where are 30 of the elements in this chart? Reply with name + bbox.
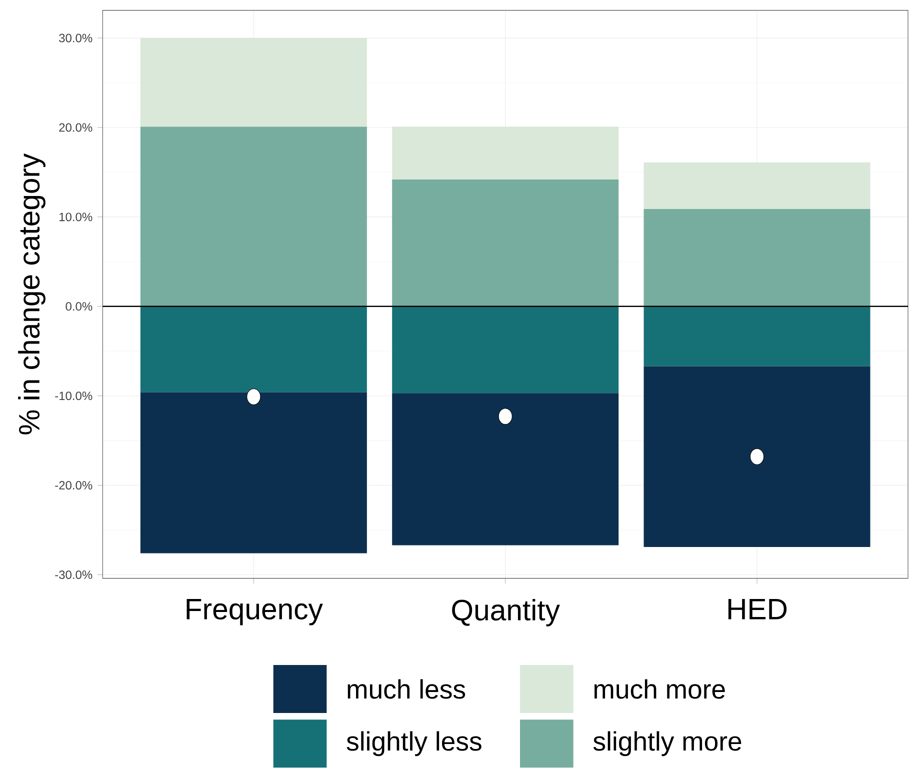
y-tick-label: -20.0% [55,481,92,490]
bar [644,306,870,366]
bar [140,392,367,554]
legend-label: slightly less [346,731,482,756]
bar [392,393,619,546]
bar [644,162,870,209]
y-tick-label: 0.0% [66,302,92,311]
point [750,448,764,465]
bar [392,126,619,180]
bar [392,306,619,394]
y-tick-label: 30.0% [59,34,92,42]
legend-label: much less [348,679,466,699]
y-tick-label: 10.0% [60,212,92,222]
bar [644,366,870,548]
y-tick-label: -10.0% [55,392,92,400]
point [246,388,261,406]
y-tick-label: 20.0% [59,123,92,132]
point [498,408,512,425]
bar [140,126,367,306]
bar [644,208,870,306]
x-tick-label: HED [728,599,787,620]
y-tick-label: -30.0% [55,570,92,579]
bar [140,38,367,127]
bar [140,306,367,392]
legend-label: slightly more [593,731,742,756]
x-tick-label: Frequency [186,599,323,626]
x-tick-label: Quantity [452,599,560,626]
y-axis-title: % in change category [18,153,46,434]
legend-label: much more [594,679,725,699]
bar [392,179,619,306]
